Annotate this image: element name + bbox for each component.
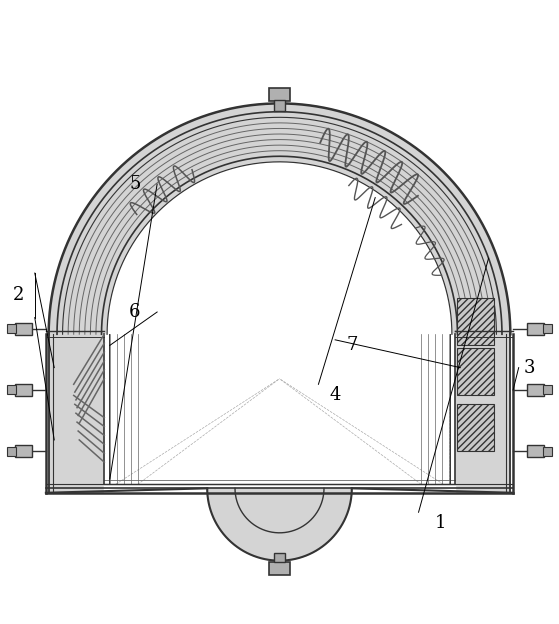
Bar — [15, 323, 32, 335]
Bar — [269, 89, 290, 100]
Bar — [457, 348, 494, 396]
Bar — [15, 445, 32, 457]
Text: 1: 1 — [435, 514, 447, 532]
Bar — [543, 324, 552, 333]
Polygon shape — [207, 489, 352, 560]
Bar — [7, 447, 16, 456]
Bar — [457, 404, 494, 451]
Text: 6: 6 — [129, 303, 141, 321]
Bar — [15, 384, 32, 396]
Text: 2: 2 — [12, 286, 24, 305]
Bar — [274, 553, 285, 562]
Polygon shape — [105, 162, 454, 482]
Polygon shape — [105, 482, 454, 493]
Bar — [7, 386, 16, 394]
Bar — [527, 384, 544, 396]
Text: 5: 5 — [129, 175, 140, 193]
Bar — [7, 324, 16, 333]
Bar — [269, 562, 290, 575]
Bar — [527, 323, 544, 335]
Text: 3: 3 — [524, 359, 536, 377]
Text: 4: 4 — [329, 386, 341, 404]
Bar — [543, 447, 552, 456]
Bar — [527, 445, 544, 457]
Polygon shape — [49, 104, 510, 493]
Bar — [274, 99, 285, 110]
Bar — [457, 298, 494, 345]
Text: 7: 7 — [346, 336, 358, 354]
Bar — [543, 386, 552, 394]
